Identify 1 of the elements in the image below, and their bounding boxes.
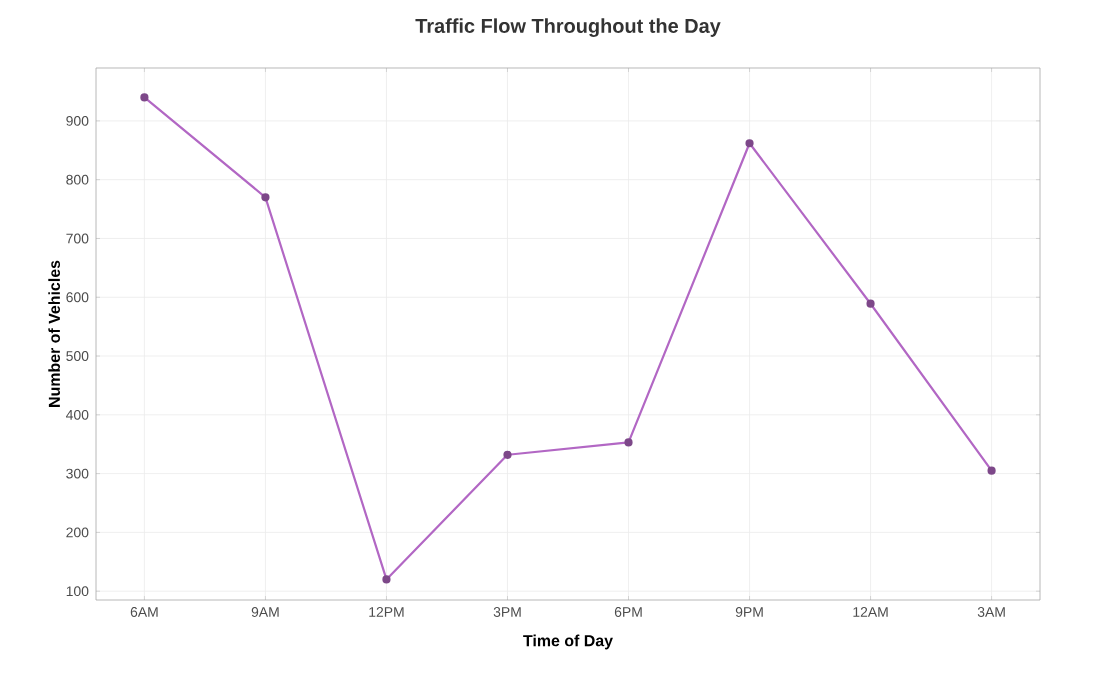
chart-title: Traffic Flow Throughout the Day [415, 18, 721, 37]
